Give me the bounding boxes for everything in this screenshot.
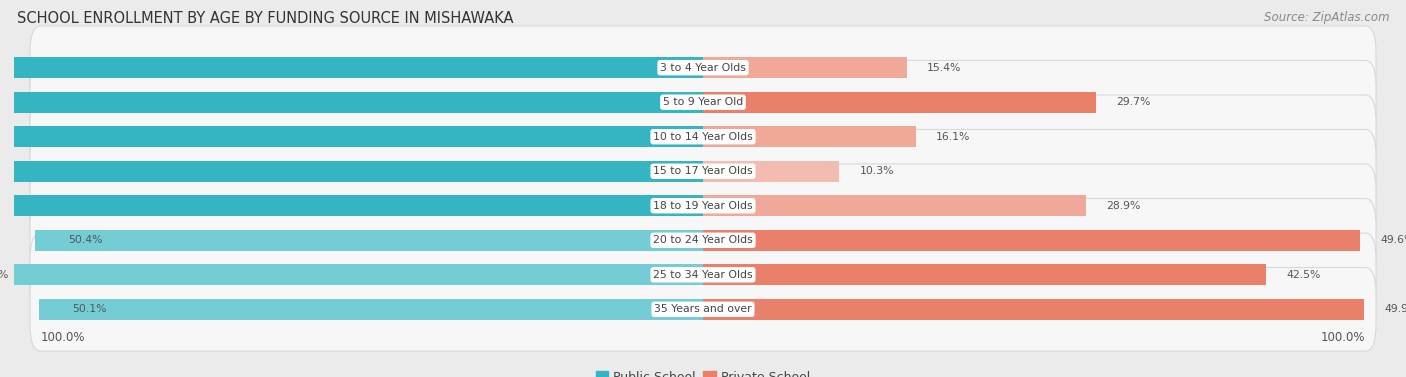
Text: 15 to 17 Year Olds: 15 to 17 Year Olds — [654, 166, 752, 176]
Text: 15.4%: 15.4% — [927, 63, 962, 73]
Bar — [0, 161, 703, 182]
Bar — [0, 57, 703, 78]
Text: 100.0%: 100.0% — [1322, 331, 1365, 344]
Text: 16.1%: 16.1% — [936, 132, 970, 142]
FancyBboxPatch shape — [30, 26, 1376, 109]
Text: 49.9%: 49.9% — [1384, 304, 1406, 314]
Text: 10 to 14 Year Olds: 10 to 14 Year Olds — [654, 132, 752, 142]
Bar — [0, 92, 703, 113]
Bar — [703, 299, 1364, 320]
Text: 100.0%: 100.0% — [41, 331, 84, 344]
Text: 10.3%: 10.3% — [859, 166, 894, 176]
FancyBboxPatch shape — [30, 129, 1376, 213]
Bar — [703, 161, 839, 182]
Text: 5 to 9 Year Old: 5 to 9 Year Old — [662, 97, 744, 107]
FancyBboxPatch shape — [30, 233, 1376, 317]
Bar — [703, 92, 1097, 113]
FancyBboxPatch shape — [30, 164, 1376, 248]
Bar — [39, 299, 703, 320]
Bar — [703, 230, 1360, 251]
Bar — [703, 195, 1085, 216]
Bar — [0, 195, 703, 216]
Text: 50.4%: 50.4% — [69, 235, 103, 245]
FancyBboxPatch shape — [30, 60, 1376, 144]
Text: Source: ZipAtlas.com: Source: ZipAtlas.com — [1264, 11, 1389, 24]
Text: 28.9%: 28.9% — [1105, 201, 1140, 211]
Bar — [703, 57, 907, 78]
Bar — [0, 264, 703, 285]
Text: SCHOOL ENROLLMENT BY AGE BY FUNDING SOURCE IN MISHAWAKA: SCHOOL ENROLLMENT BY AGE BY FUNDING SOUR… — [17, 11, 513, 26]
Text: 3 to 4 Year Olds: 3 to 4 Year Olds — [659, 63, 747, 73]
Legend: Public School, Private School: Public School, Private School — [591, 366, 815, 377]
FancyBboxPatch shape — [30, 268, 1376, 351]
Text: 49.6%: 49.6% — [1381, 235, 1406, 245]
FancyBboxPatch shape — [30, 199, 1376, 282]
Text: 50.1%: 50.1% — [72, 304, 107, 314]
Text: 25 to 34 Year Olds: 25 to 34 Year Olds — [654, 270, 752, 280]
Bar — [35, 230, 703, 251]
FancyBboxPatch shape — [30, 95, 1376, 178]
Text: 18 to 19 Year Olds: 18 to 19 Year Olds — [654, 201, 752, 211]
Text: 57.5%: 57.5% — [0, 270, 8, 280]
Text: 35 Years and over: 35 Years and over — [654, 304, 752, 314]
Bar — [0, 126, 703, 147]
Bar — [703, 264, 1265, 285]
Text: 42.5%: 42.5% — [1286, 270, 1320, 280]
Bar — [703, 126, 917, 147]
Text: 29.7%: 29.7% — [1116, 97, 1150, 107]
Text: 20 to 24 Year Olds: 20 to 24 Year Olds — [654, 235, 752, 245]
